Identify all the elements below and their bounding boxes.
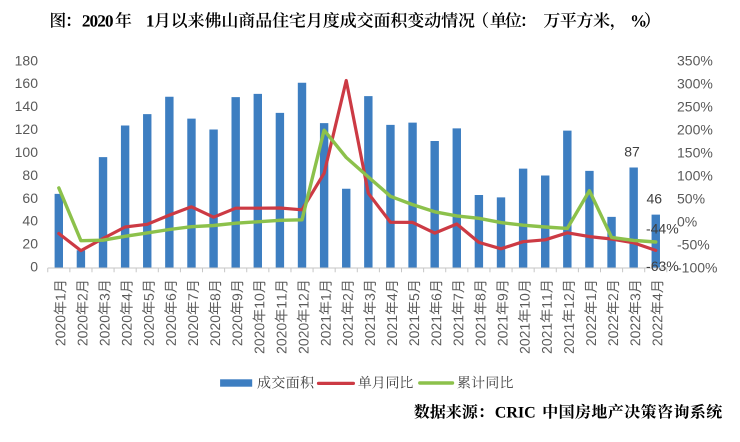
svg-text:46: 46 [647,190,663,206]
svg-text:20: 20 [22,236,38,252]
svg-text:100: 100 [15,144,39,160]
svg-text:-44%: -44% [646,220,679,236]
svg-text:140: 140 [15,98,39,114]
svg-text:40: 40 [22,213,38,229]
svg-text:-63%: -63% [646,258,679,274]
svg-text:120: 120 [15,121,39,137]
svg-text:200%: 200% [677,122,713,138]
svg-text:-100%: -100% [677,260,717,276]
svg-text:180: 180 [15,52,39,68]
svg-text:-50%: -50% [677,237,710,253]
svg-text:87: 87 [624,144,640,160]
svg-text:100%: 100% [677,168,713,184]
svg-text:60: 60 [22,190,38,206]
svg-text:150%: 150% [677,145,713,161]
svg-text:300%: 300% [677,76,713,92]
svg-text:160: 160 [15,75,39,91]
svg-text:250%: 250% [677,99,713,115]
svg-text:350%: 350% [677,53,713,69]
svg-text:50%: 50% [677,191,705,207]
svg-text:80: 80 [22,167,38,183]
svg-text:0: 0 [30,259,38,275]
svg-text:0%: 0% [677,214,697,230]
